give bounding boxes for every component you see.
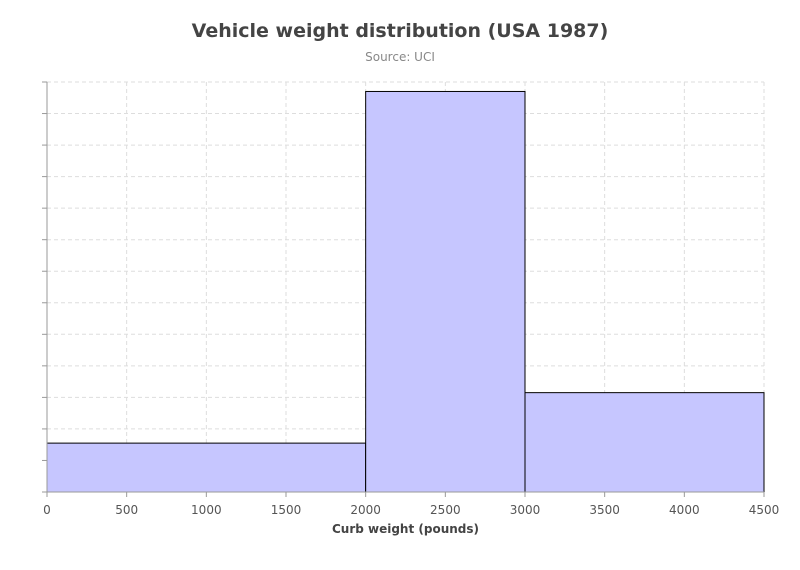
x-tick-label: 2000 (350, 503, 381, 517)
x-tick-label: 4000 (669, 503, 700, 517)
x-tick-label: 0 (43, 503, 51, 517)
x-tick-label: 1500 (271, 503, 302, 517)
chart-subtitle: Source: UCI (365, 50, 435, 64)
axes: 0 500 1000 1500 2000 2500 3000 3500 4000 4500 (42, 81, 780, 517)
bars (46, 90, 765, 493)
x-tick-label: 2500 (430, 503, 461, 517)
histogram-bar (365, 90, 526, 493)
x-tick-label: 3500 (589, 503, 620, 517)
x-tick-label: 3000 (510, 503, 541, 517)
histogram-bar (46, 442, 367, 493)
x-tick-label: 4500 (749, 503, 780, 517)
chart-title: Vehicle weight distribution (USA 1987) (191, 20, 609, 42)
histogram-bar (524, 392, 765, 493)
x-tick-label: 1000 (191, 503, 222, 517)
x-tick-label: 500 (115, 503, 138, 517)
x-axis-title: Curb weight (pounds) (332, 522, 479, 536)
